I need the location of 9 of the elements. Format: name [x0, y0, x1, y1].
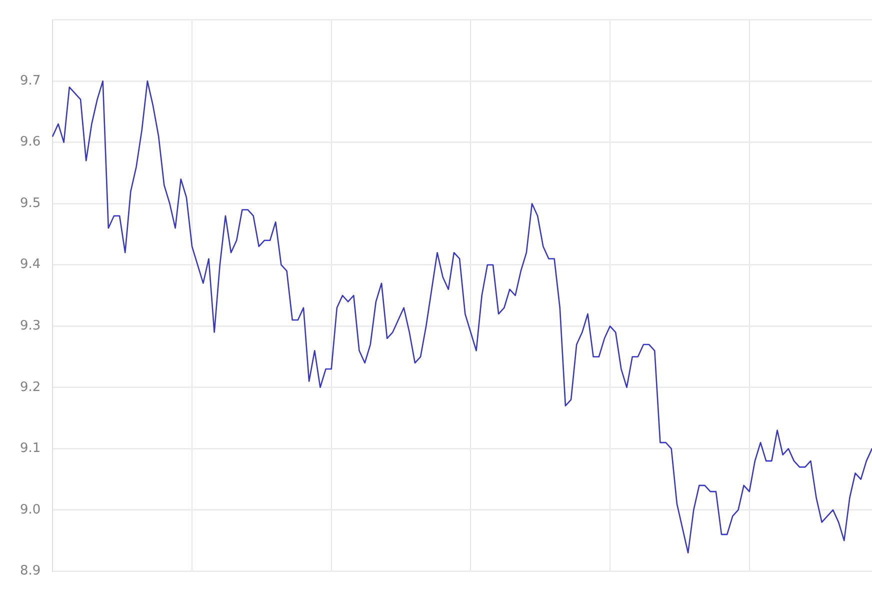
y-tick-label: 8.9 — [20, 564, 41, 579]
y-tick-label: 9.4 — [20, 257, 41, 272]
y-tick-label: 9.3 — [20, 318, 41, 334]
y-tick-label: 9.0 — [20, 502, 41, 518]
y-tick-label: 9.7 — [20, 73, 41, 88]
y-tick-label: 9.5 — [20, 196, 41, 211]
y-tick-label: 9.2 — [20, 380, 41, 395]
y-tick-label: 9.6 — [20, 134, 41, 150]
y-tick-label: 9.1 — [20, 441, 41, 456]
